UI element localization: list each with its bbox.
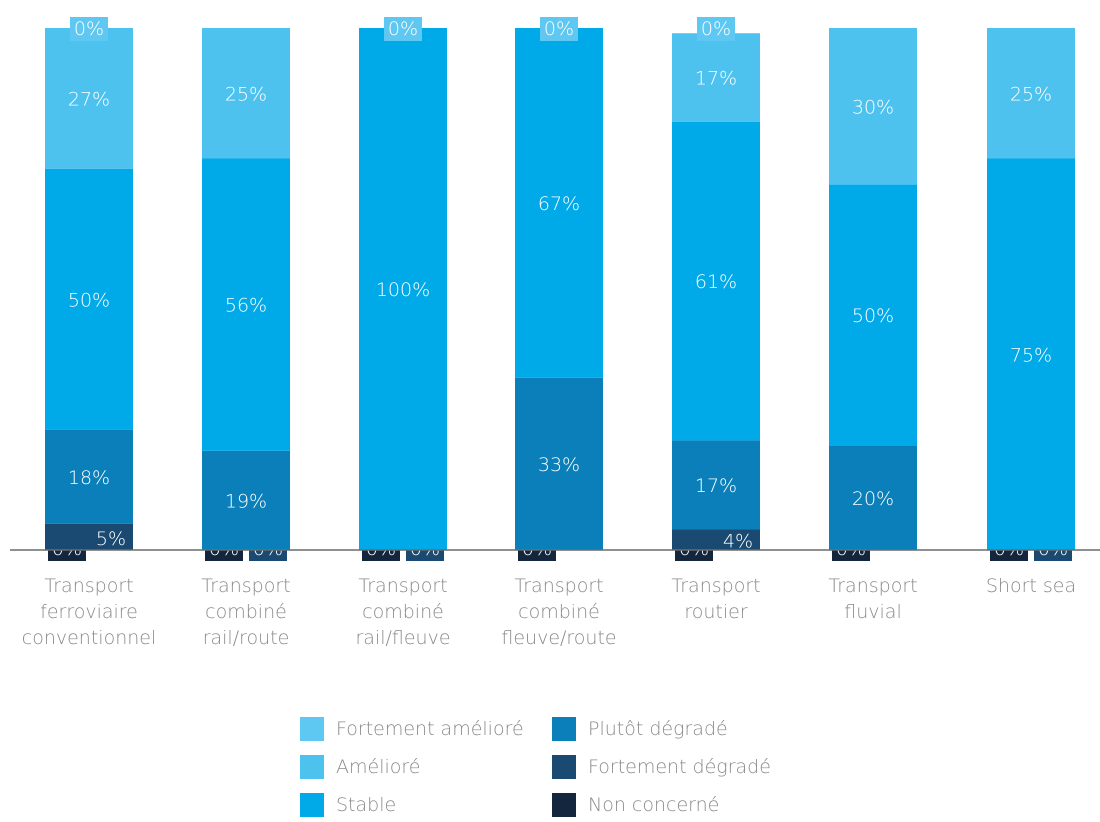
legend-label: Amélioré <box>336 756 421 778</box>
data-label: 50% <box>852 305 894 327</box>
category-label: Transport routier <box>671 575 761 623</box>
legend-label: Stable <box>336 794 397 816</box>
category-label: Transport combiné rail/route <box>201 575 291 649</box>
data-label-box <box>540 17 578 41</box>
bar-segment <box>987 158 1075 550</box>
legend-item: Stable <box>300 788 396 822</box>
data-label: 61% <box>695 271 737 293</box>
bar-segment <box>672 121 760 441</box>
legend-item: Fortement dégradé <box>552 750 771 784</box>
bar-segment <box>672 529 760 550</box>
legend-item: Plutôt dégradé <box>552 712 728 746</box>
legend-item: Amélioré <box>300 750 420 784</box>
data-label: 18% <box>68 467 110 489</box>
bar-segment <box>202 158 290 451</box>
category-label: Transport combiné fleuve/route <box>501 575 617 649</box>
data-label: 5% <box>96 528 126 550</box>
category-label: Transport fluvial <box>828 575 918 623</box>
data-label: 17% <box>695 475 737 497</box>
data-label: 33% <box>538 454 580 476</box>
legend-label: Non concerné <box>588 794 720 816</box>
bar-segment <box>829 184 917 446</box>
legend-label: Plutôt dégradé <box>588 718 728 740</box>
data-label: 25% <box>225 83 267 105</box>
bar-segment <box>515 28 603 378</box>
bar-segment <box>202 450 290 550</box>
legend-item: Fortement amélioré <box>300 712 524 746</box>
data-label: 0% <box>544 18 574 40</box>
legend-swatch <box>552 755 576 779</box>
data-label-box <box>697 17 735 41</box>
bar-segment <box>987 28 1075 159</box>
legend: Fortement amélioré Amélioré Stable Plutôt d… <box>300 712 820 822</box>
category-label: Transport combiné rail/fleuve <box>355 575 451 649</box>
data-label: 30% <box>852 96 894 118</box>
data-label: 25% <box>1010 83 1052 105</box>
data-label: 19% <box>225 490 267 512</box>
legend-item: Non concerné <box>552 788 719 822</box>
data-label: 27% <box>68 88 110 110</box>
bar-segment <box>672 440 760 530</box>
bar-segment <box>829 28 917 185</box>
stacked-bar-chart: 0%5%18%50%27%0%0%0%19%56%25%0%0%100%0%0%… <box>10 17 1100 561</box>
data-label: 67% <box>538 193 580 215</box>
bar-segment <box>202 28 290 159</box>
bar-segment <box>45 523 133 550</box>
legend-swatch <box>552 717 576 741</box>
bar-segment <box>829 445 917 550</box>
bar-segment <box>672 33 760 122</box>
bar-segment <box>45 28 133 169</box>
legend-label: Fortement amélioré <box>336 718 524 740</box>
data-label: 20% <box>852 488 894 510</box>
data-label: 50% <box>68 289 110 311</box>
legend-label: Fortement dégradé <box>588 756 771 778</box>
data-label: 56% <box>225 295 267 317</box>
legend-swatch <box>300 793 324 817</box>
bar-segment <box>45 168 133 430</box>
data-label: 75% <box>1010 344 1052 366</box>
data-label: 0% <box>701 18 731 40</box>
bar-segment <box>359 28 447 550</box>
legend-swatch <box>552 793 576 817</box>
bar-segment <box>515 377 603 550</box>
data-label: 0% <box>74 18 104 40</box>
data-label: 4% <box>723 531 753 553</box>
data-label: 17% <box>695 68 737 90</box>
category-label: Transport ferroviaire conventionnel <box>21 575 157 649</box>
bar-segment <box>45 429 133 524</box>
data-label: 100% <box>376 279 430 301</box>
data-label-box <box>384 17 422 41</box>
legend-swatch <box>300 717 324 741</box>
data-label-box <box>70 17 108 41</box>
legend-swatch <box>300 755 324 779</box>
data-label: 0% <box>388 18 418 40</box>
category-label: Short sea <box>985 575 1077 597</box>
